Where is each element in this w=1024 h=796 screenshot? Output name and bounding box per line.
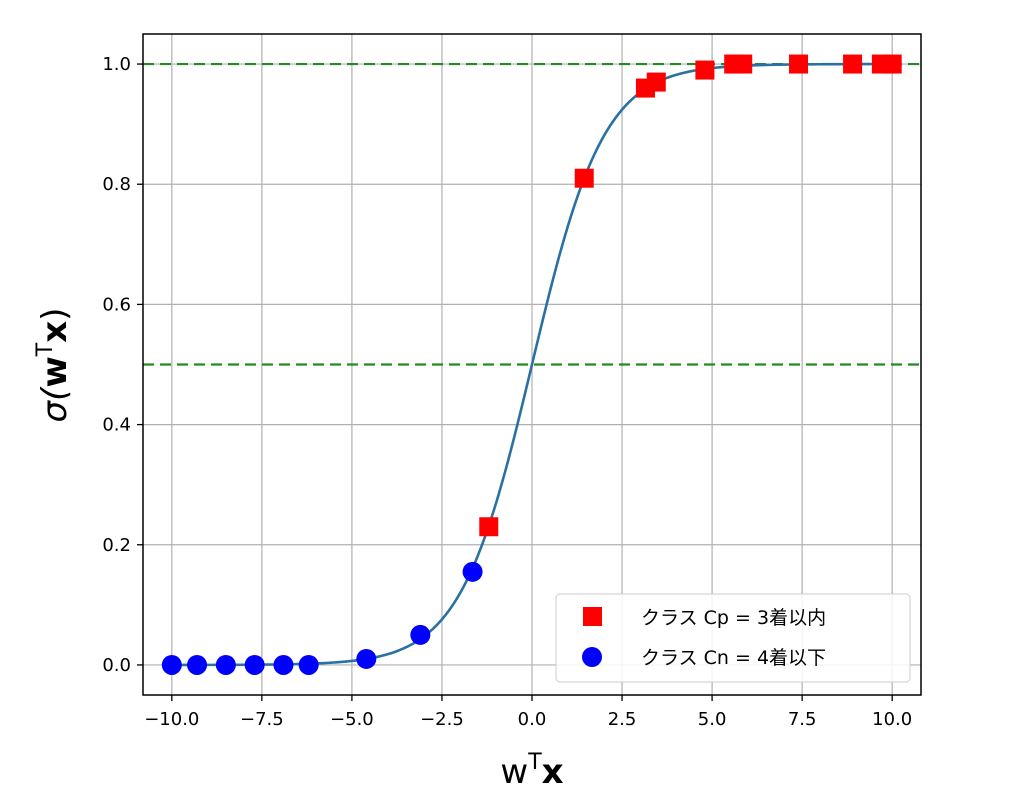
y-tick-label-5: 1.0 <box>102 54 131 75</box>
x-axis-label-base: w <box>500 752 528 792</box>
legend-box <box>555 593 911 683</box>
x-axis-label-superscript: T <box>527 750 542 775</box>
x-tick-label-1: −7.5 <box>240 709 284 730</box>
point-series0-8 <box>843 54 863 74</box>
x-tick-label-6: 5.0 <box>698 709 727 730</box>
y-tick-label-2: 0.4 <box>102 415 131 436</box>
legend: クラス Cp = 3着以内 クラス Cn = 4着以下 <box>555 593 911 683</box>
y-axis-label-bold-x: x <box>35 321 75 343</box>
point-series0-6 <box>733 54 753 74</box>
x-tick-label-3: −2.5 <box>420 709 464 730</box>
point-series1-1 <box>187 654 208 675</box>
y-axis-label: σ(wTx) <box>33 308 75 423</box>
y-axis-label-prefix: σ( <box>35 386 75 423</box>
legend-marker-cn <box>582 647 602 667</box>
point-series1-3 <box>244 654 265 675</box>
data-points <box>161 54 902 675</box>
point-series0-7 <box>789 54 809 74</box>
point-series1-5 <box>298 654 319 675</box>
y-axis-label-bold-w: w <box>35 356 75 387</box>
point-series1-0 <box>161 654 182 675</box>
x-tick-label-8: 10.0 <box>872 709 912 730</box>
y-tick-label-1: 0.2 <box>102 535 131 556</box>
x-tick-label-4: 0.0 <box>518 709 547 730</box>
legend-marker-cp <box>583 607 602 626</box>
point-series1-4 <box>273 654 294 675</box>
y-tick-label-3: 0.6 <box>102 294 131 315</box>
x-axis-label-bold: x <box>542 752 564 792</box>
point-series1-8 <box>462 561 483 582</box>
x-axis-ticks: −10.0 −7.5 −5.0 −2.5 0.0 2.5 5.0 7.5 10.0 <box>144 695 912 730</box>
y-tick-label-0: 0.0 <box>102 655 131 676</box>
point-series0-3 <box>646 72 666 92</box>
point-series1-2 <box>215 654 236 675</box>
y-tick-label-4: 0.8 <box>102 174 131 195</box>
point-series0-0 <box>479 517 499 537</box>
x-tick-label-7: 7.5 <box>788 709 817 730</box>
x-tick-label-5: 2.5 <box>608 709 637 730</box>
legend-label-cp: クラス Cp = 3着以内 <box>641 607 826 629</box>
x-tick-label-2: −5.0 <box>330 709 374 730</box>
y-axis-ticks: 0.0 0.2 0.4 0.6 0.8 1.0 <box>102 54 143 676</box>
point-series0-4 <box>695 60 715 80</box>
point-series0-1 <box>574 168 594 188</box>
x-axis-label: wTx <box>500 750 563 792</box>
point-series1-6 <box>356 648 377 669</box>
x-tick-label-0: −10.0 <box>144 709 199 730</box>
y-axis-label-superscript: T <box>33 342 58 357</box>
point-series1-7 <box>410 624 431 645</box>
legend-label-cn: クラス Cn = 4着以下 <box>641 647 826 669</box>
point-series0-10 <box>882 54 902 74</box>
y-axis-label-suffix: ) <box>35 308 75 321</box>
